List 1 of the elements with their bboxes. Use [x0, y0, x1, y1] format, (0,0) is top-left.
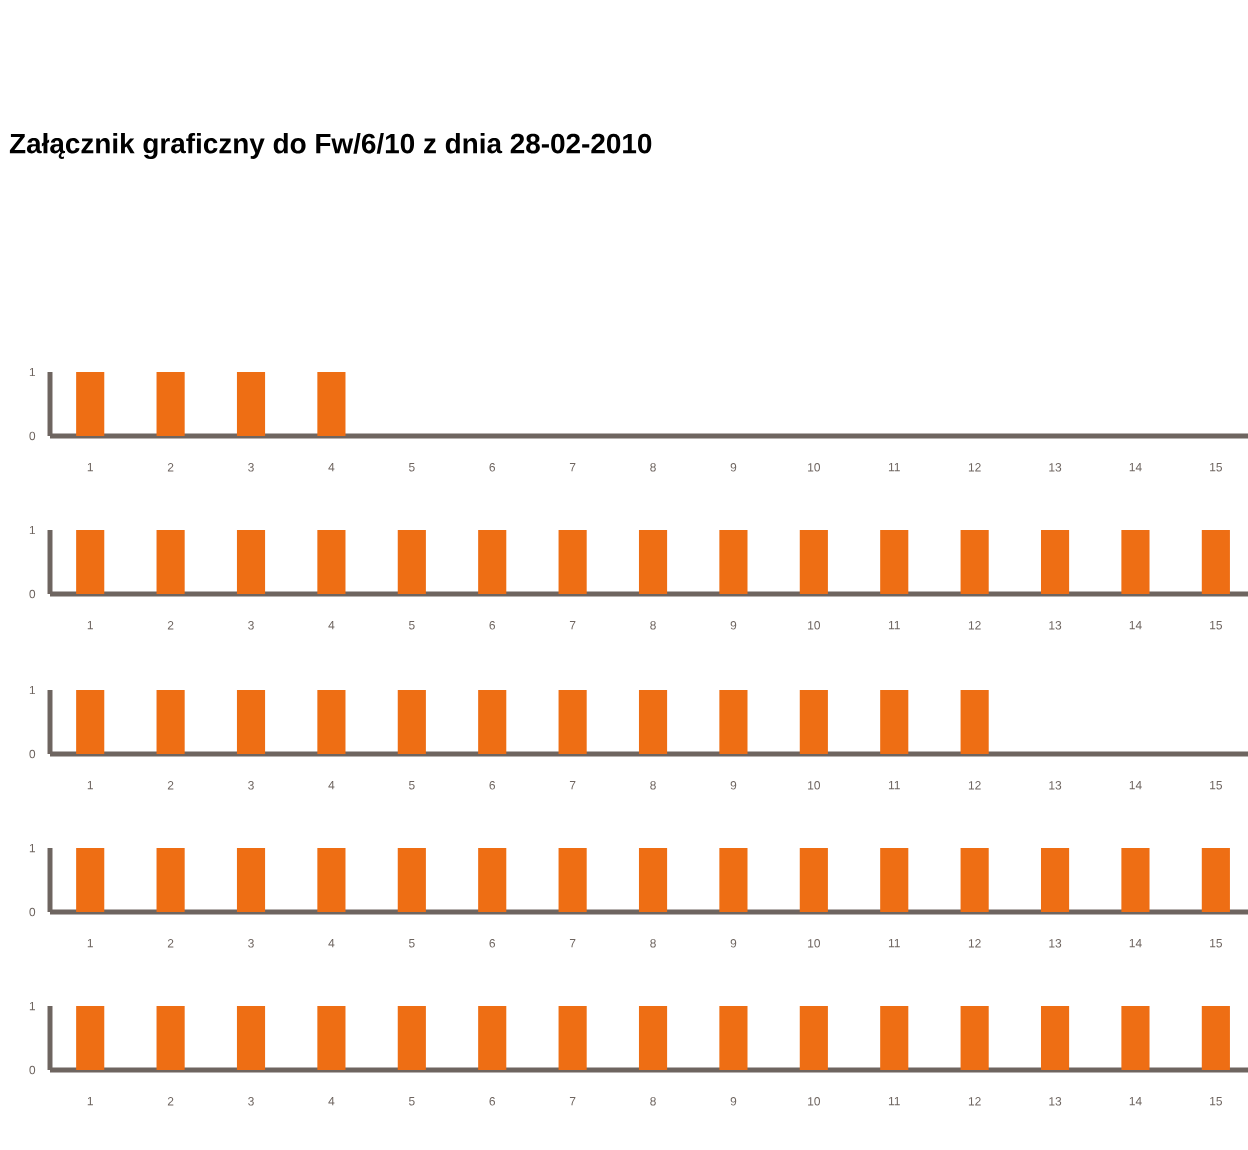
chart-title: Załącznik graficzny do Fw/6/10 z dnia 28-02-2010: [9, 132, 652, 160]
